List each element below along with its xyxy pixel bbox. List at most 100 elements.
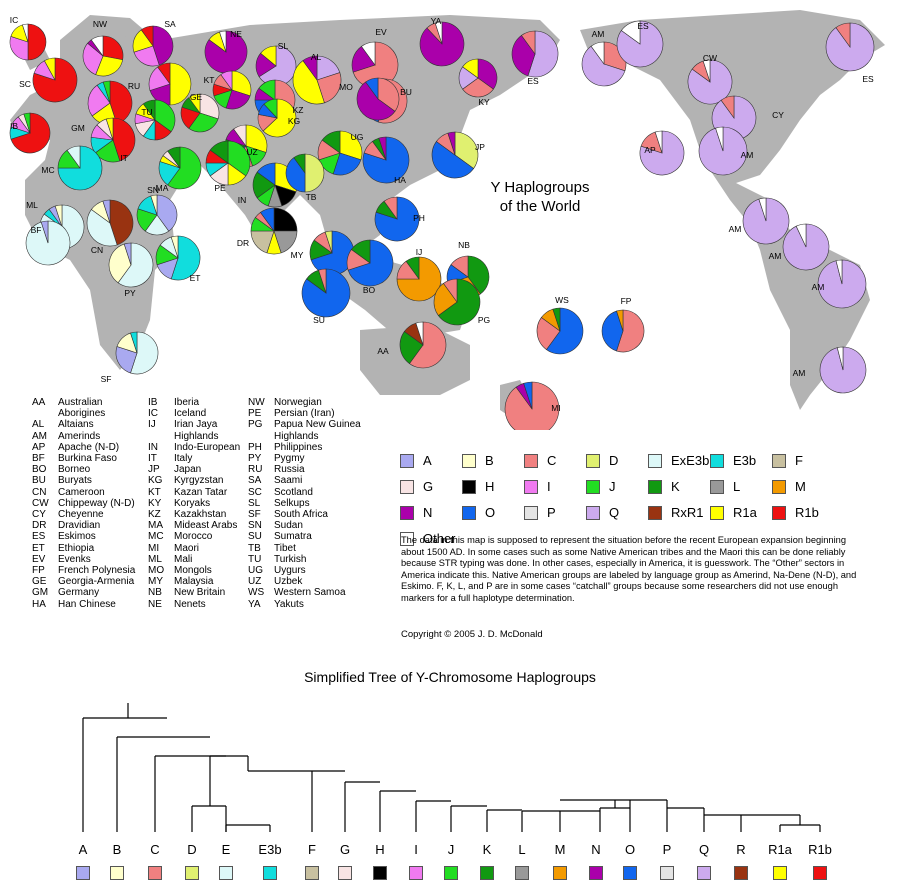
pie-label-cw: CW (702, 53, 718, 63)
pie-es (511, 30, 559, 78)
pie-slice-exe3b (66, 145, 81, 169)
pie-label-am: AM (792, 368, 806, 378)
pie-label-ev: EV (375, 27, 387, 37)
legend-item-h: H (462, 479, 494, 494)
pie-slice-n (152, 25, 174, 66)
abbreviation-name: Apache (N-D) (58, 441, 120, 453)
abbreviation-code: NW (248, 397, 265, 408)
pie-slice-o (256, 162, 276, 186)
tree-leaf-h: H (375, 842, 385, 857)
pie-slice-r1a (462, 58, 479, 79)
pie-label-am: AM (740, 150, 754, 160)
abbreviation-code: SF (248, 509, 261, 521)
pie-am (581, 41, 627, 87)
pie-jp (431, 131, 479, 179)
pie-label-kz: KZ (292, 105, 304, 115)
pie-slice-r1a (95, 55, 124, 77)
abbreviation-code: AA (32, 397, 46, 408)
pie-label-am: AM (768, 251, 782, 261)
legend-label: R1b (795, 505, 819, 520)
pie-am (817, 259, 867, 309)
abbreviation-name: Maori (174, 542, 200, 554)
tree-leaf-o: O (624, 842, 636, 857)
pie-label-jp: JP (475, 142, 485, 152)
abbreviation-row: Highlands (148, 431, 240, 442)
pie-slice-j (167, 146, 202, 190)
tree-swatch-f (305, 866, 319, 880)
pie-label-ug: UG (350, 132, 364, 142)
pie-slice-other (434, 21, 443, 45)
pie-ne (204, 30, 248, 74)
tree-swatch-b (110, 866, 124, 880)
abbreviation-row: GM Germany (32, 587, 135, 598)
legend-item-q: Q (586, 505, 619, 520)
tree-swatch-k (480, 866, 494, 880)
pie-label-bu: BU (400, 87, 412, 97)
pie-label-ph: PH (413, 213, 425, 223)
pie-slice-r1b (27, 23, 47, 61)
pie-slice-k (293, 153, 306, 174)
abbreviation-code: CW (32, 497, 49, 509)
pie-slice-exe3b (117, 242, 154, 288)
pie-label-dr: DR (236, 238, 250, 248)
abbreviation-name: Kazakhstan (174, 509, 227, 521)
pie-slice-j (263, 98, 278, 119)
pie-slice-g (199, 93, 220, 120)
abbreviation-name: Kazan Tatar (174, 486, 228, 498)
abbreviation-row: ES Eskimos (32, 531, 135, 542)
pie-slice-other (361, 41, 376, 66)
map-title-line1: Y Haplogroups (490, 179, 590, 196)
pie-label-su: SU (313, 315, 325, 325)
tree-leaf-r: R (736, 842, 746, 857)
pie-ws (536, 307, 584, 355)
pie-gm (87, 80, 133, 126)
pie-slice-c (720, 95, 735, 119)
pie-slice-other (795, 223, 807, 248)
abbreviation-name: Iberia (174, 397, 200, 408)
tree-leaf-m: M (554, 842, 566, 857)
legend-swatch (710, 453, 724, 468)
abbreviation-code: KT (148, 486, 161, 498)
pie-label-ne: NE (230, 29, 242, 39)
pie-slice-r1a (245, 124, 268, 153)
abbreviation-name: Evenks (58, 553, 91, 565)
abbreviation-row: HA Han Chinese (32, 599, 135, 610)
pie-slice-h (273, 207, 298, 232)
abbreviations-column-1: AA Australian Aborigines AL Altaians AM Amerin… (32, 397, 135, 610)
pie-slice-a (115, 346, 138, 374)
pie-am (742, 197, 790, 245)
pie-slice-i (82, 42, 104, 75)
legend-item-j: J (586, 479, 616, 494)
pie-slice-c (318, 268, 327, 294)
pie-label-ml: ML (26, 200, 38, 210)
pie-label-ij: IJ (415, 247, 423, 257)
pie-label-al: AL (310, 52, 322, 62)
copyright: Copyright © 2005 J. D. McDonald (401, 629, 543, 640)
abbreviation-name: Iceland (174, 408, 207, 420)
pie-slice-q (581, 45, 626, 87)
legend-item-l: L (710, 479, 740, 494)
pie-slice-r1a (43, 57, 56, 81)
legend-label: P (547, 505, 556, 520)
pie-slice-exe3b (130, 331, 159, 375)
pie-slice-i (9, 36, 29, 61)
abbreviation-row: MO Mongols (148, 565, 240, 576)
abbreviation-code: SA (248, 475, 262, 487)
legend-label: G (423, 479, 434, 494)
abbreviation-row: EV Evenks (32, 554, 135, 565)
abbreviation-code: SN (248, 520, 262, 532)
legend-label: Q (609, 505, 620, 520)
pie-charts-layer (9, 20, 875, 430)
abbreviation-name: Australian (58, 397, 103, 408)
abbreviation-code (148, 431, 174, 442)
pie-label-mo: MO (339, 82, 353, 92)
abbreviation-code: UZ (248, 576, 262, 588)
abbreviation-row: SC Scotland (248, 487, 361, 498)
pie-ug (317, 130, 363, 176)
pie-slice-r1a (292, 60, 325, 105)
legend-label: E3b (733, 453, 757, 468)
pie-label-ic: IC (9, 15, 19, 25)
pie-slice-r1a (339, 130, 363, 161)
tree-swatch-p (660, 866, 674, 880)
pie-slice-k (209, 140, 229, 164)
